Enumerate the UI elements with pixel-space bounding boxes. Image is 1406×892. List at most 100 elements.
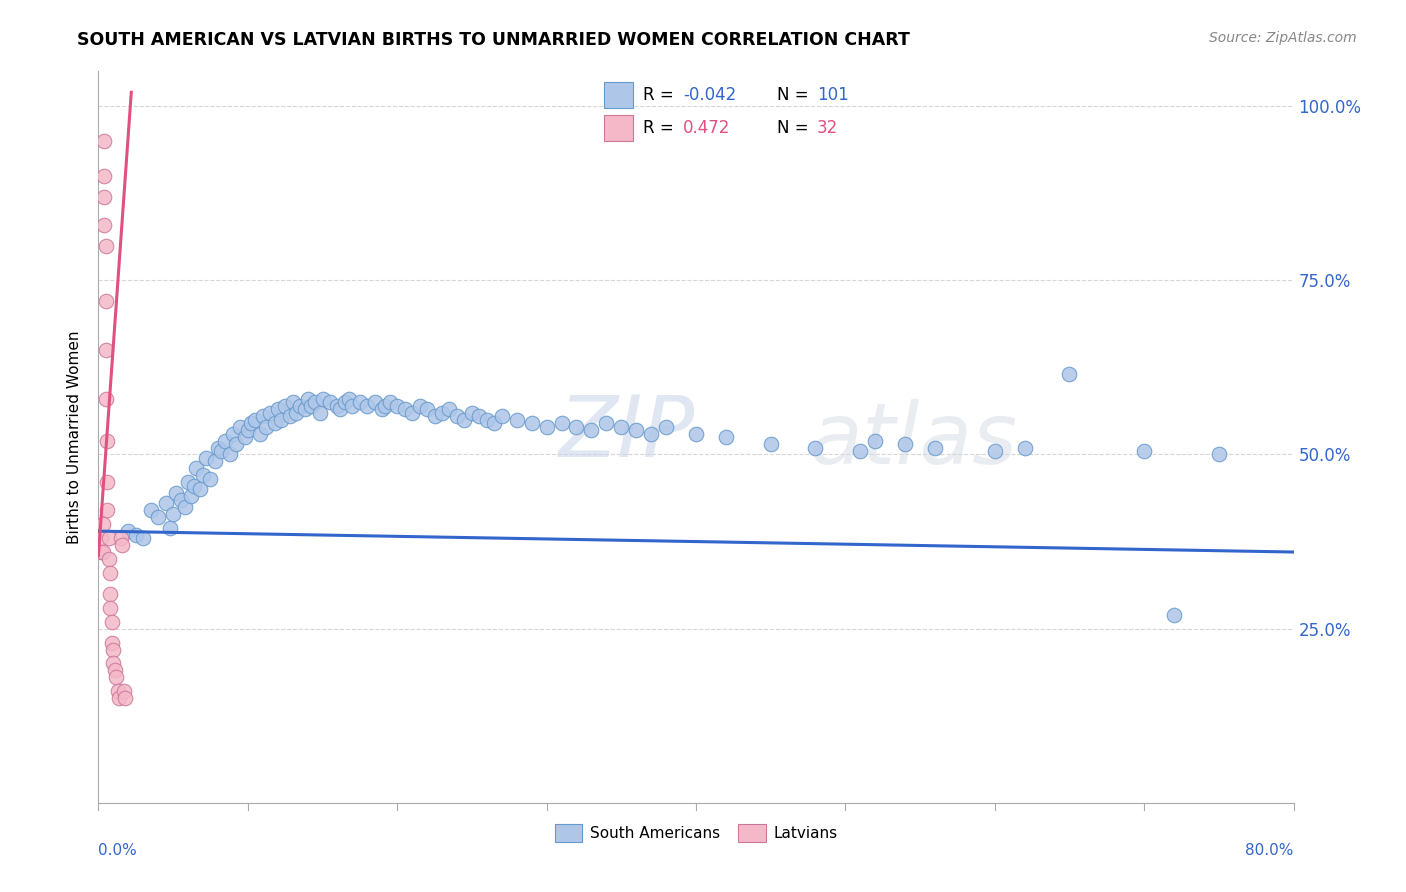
Point xyxy=(984,444,1007,458)
Point xyxy=(267,402,290,417)
Point xyxy=(356,399,378,413)
Point xyxy=(484,416,506,430)
Point xyxy=(339,392,361,406)
Point xyxy=(924,441,946,455)
Text: atlas: atlas xyxy=(810,400,1018,483)
Point xyxy=(491,409,513,424)
Point xyxy=(364,395,387,409)
Point xyxy=(536,419,558,434)
Point xyxy=(506,412,529,426)
Point xyxy=(219,448,242,462)
Point xyxy=(416,402,439,417)
Point xyxy=(308,406,330,420)
Point xyxy=(1163,607,1185,622)
Point xyxy=(169,492,191,507)
Point xyxy=(96,503,118,517)
Point xyxy=(104,664,127,678)
Point xyxy=(371,402,394,417)
Point xyxy=(184,461,207,475)
Point xyxy=(93,169,115,183)
Point xyxy=(97,531,120,545)
Point xyxy=(112,684,135,698)
Point xyxy=(101,635,124,649)
Point xyxy=(94,238,117,252)
Point xyxy=(93,218,115,232)
Point xyxy=(270,412,292,426)
Point xyxy=(225,437,247,451)
Point xyxy=(180,489,202,503)
Point xyxy=(200,472,222,486)
Point xyxy=(1133,444,1156,458)
Point xyxy=(278,409,301,424)
Point xyxy=(98,587,122,601)
Point xyxy=(233,430,256,444)
Point xyxy=(191,468,214,483)
Point xyxy=(394,402,416,417)
Point xyxy=(195,450,218,465)
Point xyxy=(207,441,229,455)
Point xyxy=(174,500,197,514)
Point xyxy=(229,419,252,434)
Point xyxy=(297,392,319,406)
Point xyxy=(93,134,115,148)
Point xyxy=(162,507,184,521)
Point xyxy=(245,412,267,426)
Point xyxy=(114,691,136,706)
Point xyxy=(263,416,285,430)
Point xyxy=(252,409,274,424)
Point xyxy=(1014,441,1036,455)
Point xyxy=(468,409,491,424)
Point xyxy=(98,600,122,615)
Point xyxy=(111,538,134,552)
Point xyxy=(595,416,617,430)
Point xyxy=(430,406,453,420)
Point xyxy=(165,485,187,500)
Point xyxy=(97,552,120,566)
Point xyxy=(188,483,211,497)
Point xyxy=(91,545,114,559)
Point xyxy=(342,399,364,413)
Legend: South Americans, Latvians: South Americans, Latvians xyxy=(548,818,844,847)
Point xyxy=(139,503,162,517)
Y-axis label: Births to Unmarried Women: Births to Unmarried Women xyxy=(67,330,83,544)
Point xyxy=(90,545,112,559)
Point xyxy=(461,406,484,420)
Point xyxy=(299,399,322,413)
Point xyxy=(103,657,125,671)
Point xyxy=(439,402,461,417)
Point xyxy=(319,395,342,409)
Point xyxy=(1059,368,1081,382)
Point xyxy=(236,423,259,437)
Text: ZIP: ZIP xyxy=(558,392,695,475)
Point xyxy=(714,430,737,444)
Point xyxy=(385,399,409,413)
Point xyxy=(93,190,115,204)
Point xyxy=(254,419,277,434)
Point xyxy=(475,412,498,426)
Point xyxy=(565,419,588,434)
Point xyxy=(288,399,311,413)
Point xyxy=(894,437,917,451)
Point xyxy=(311,392,333,406)
Point xyxy=(204,454,226,468)
Point xyxy=(423,409,446,424)
Point xyxy=(626,423,648,437)
Point xyxy=(105,670,128,684)
Point xyxy=(655,419,678,434)
Point xyxy=(284,406,307,420)
Point xyxy=(446,409,468,424)
Point xyxy=(98,566,122,580)
Point xyxy=(177,475,200,490)
Point xyxy=(274,399,297,413)
Point xyxy=(101,615,124,629)
Point xyxy=(453,412,475,426)
Point xyxy=(329,402,352,417)
Point xyxy=(804,441,827,455)
Point xyxy=(183,479,205,493)
Point xyxy=(1208,448,1230,462)
Point xyxy=(132,531,155,545)
Point xyxy=(125,527,148,541)
Point xyxy=(94,392,117,406)
Point xyxy=(96,475,118,490)
Point xyxy=(94,294,117,309)
